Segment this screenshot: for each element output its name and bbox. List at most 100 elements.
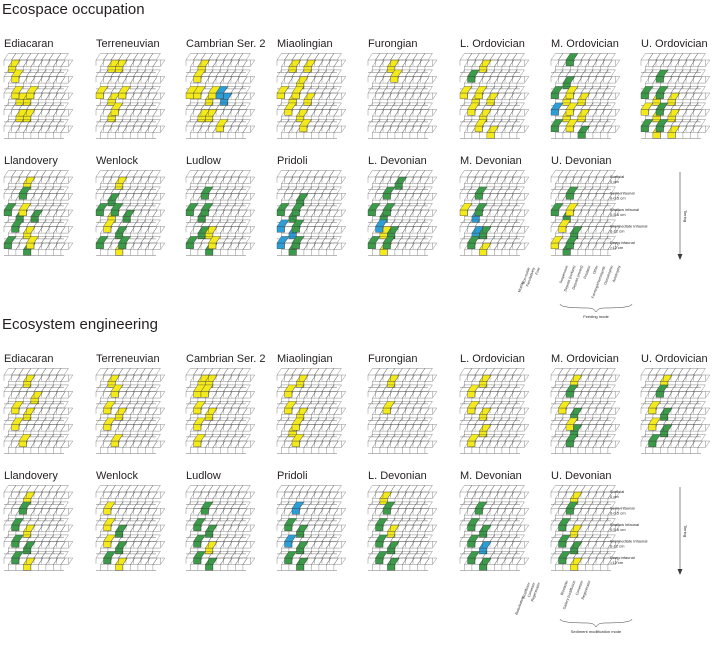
grid-cell <box>235 541 248 549</box>
grid-cell <box>38 59 51 67</box>
grid-cell <box>580 86 594 94</box>
grid-cell <box>471 176 485 184</box>
grid-cell <box>516 524 530 532</box>
grid-cell <box>95 368 109 376</box>
grid-cell <box>197 176 211 184</box>
grid-cell <box>550 434 564 442</box>
grid-cell <box>424 176 438 184</box>
grid-cell <box>509 226 522 234</box>
panel-title: Ediacaran <box>4 353 54 365</box>
grid-cell <box>550 186 564 194</box>
grid-cell <box>238 86 251 94</box>
grid-cell <box>45 508 59 516</box>
grid-cell <box>678 102 691 110</box>
grid-cell <box>375 86 388 94</box>
filled-cell <box>467 109 476 116</box>
grid-cell <box>489 384 503 392</box>
grid-cell <box>276 368 290 376</box>
grid-cell <box>60 508 74 516</box>
filled-cell <box>565 391 574 398</box>
grid-cell <box>152 109 166 117</box>
grid-cell <box>8 508 21 516</box>
grid-cell <box>402 374 415 382</box>
grid-cell <box>588 102 601 110</box>
filled-cell <box>640 125 649 132</box>
grid-cell <box>306 53 320 61</box>
grid-cell <box>276 119 290 127</box>
grid-cell <box>570 176 583 184</box>
grid-cell <box>420 534 433 542</box>
panel-title: Ediacaran <box>4 38 54 50</box>
grid-cell <box>30 440 44 448</box>
grid-cell <box>303 242 317 250</box>
grid-cell <box>494 424 507 432</box>
grid-cell <box>140 119 154 127</box>
filled-cell-top <box>655 384 669 392</box>
grid-cell <box>375 53 388 61</box>
grid-cell <box>41 119 54 127</box>
filled-cell-top <box>474 186 488 194</box>
filled-cell-top <box>565 417 579 425</box>
grid-cell <box>501 541 515 549</box>
grid-cell <box>558 69 571 77</box>
grid-cell <box>223 417 236 425</box>
grid-cell <box>41 102 54 110</box>
grid-cell <box>682 374 696 382</box>
grid-cell <box>405 485 418 493</box>
grid-cell <box>504 219 518 227</box>
grid-cell <box>48 501 62 509</box>
grid-cell <box>125 551 139 559</box>
grid-cell <box>516 491 530 499</box>
grid-cell <box>205 125 218 133</box>
grid-cell <box>489 170 503 178</box>
grid-cell <box>137 374 151 382</box>
filled-cell <box>118 92 127 99</box>
grid-cell <box>459 219 473 227</box>
filled-cell <box>185 92 194 99</box>
filled-cell-top <box>667 125 681 133</box>
grid-cell <box>26 518 39 526</box>
grid-cell <box>509 407 522 415</box>
filled-cell-top <box>577 109 591 117</box>
grid-cell <box>30 125 44 133</box>
filled-cell <box>467 391 476 398</box>
grid-cell <box>130 424 143 432</box>
grid-cell <box>501 491 515 499</box>
grid-cell <box>311 125 324 133</box>
filled-cell <box>291 440 300 447</box>
grid-cell <box>592 125 606 133</box>
filled-cell-top <box>667 92 681 100</box>
grid-cell <box>321 53 335 61</box>
grid-cell <box>405 69 418 77</box>
grid-cell <box>412 170 426 178</box>
grid-cell <box>100 76 113 84</box>
grid-cell <box>497 69 510 77</box>
panel-0-5 <box>459 53 530 139</box>
grid-cell <box>38 226 51 234</box>
filled-cell <box>474 508 483 515</box>
grid-cell <box>607 424 621 432</box>
grid-cell <box>390 170 403 178</box>
grid-cell <box>148 53 161 61</box>
filled-cell-top <box>284 102 297 110</box>
filled-cell <box>296 564 305 571</box>
grid-cell <box>402 209 415 217</box>
grid-cell <box>235 391 248 399</box>
grid-cell <box>23 125 36 133</box>
filled-cell <box>387 564 396 571</box>
grid-cell <box>56 119 69 127</box>
filled-cell <box>200 391 209 398</box>
motility-label: Free <box>535 267 541 275</box>
grid-cell <box>382 53 396 61</box>
grid-cell <box>33 102 47 110</box>
grid-cell <box>409 76 423 84</box>
filled-cell-top <box>205 557 218 565</box>
grid-cell <box>645 391 658 399</box>
grid-cell <box>227 242 241 250</box>
grid-cell <box>3 186 17 194</box>
grid-cell <box>48 368 62 376</box>
grid-cell <box>60 125 74 133</box>
grid-cell <box>118 170 131 178</box>
grid-cell <box>140 368 154 376</box>
grid-cell <box>420 186 433 194</box>
